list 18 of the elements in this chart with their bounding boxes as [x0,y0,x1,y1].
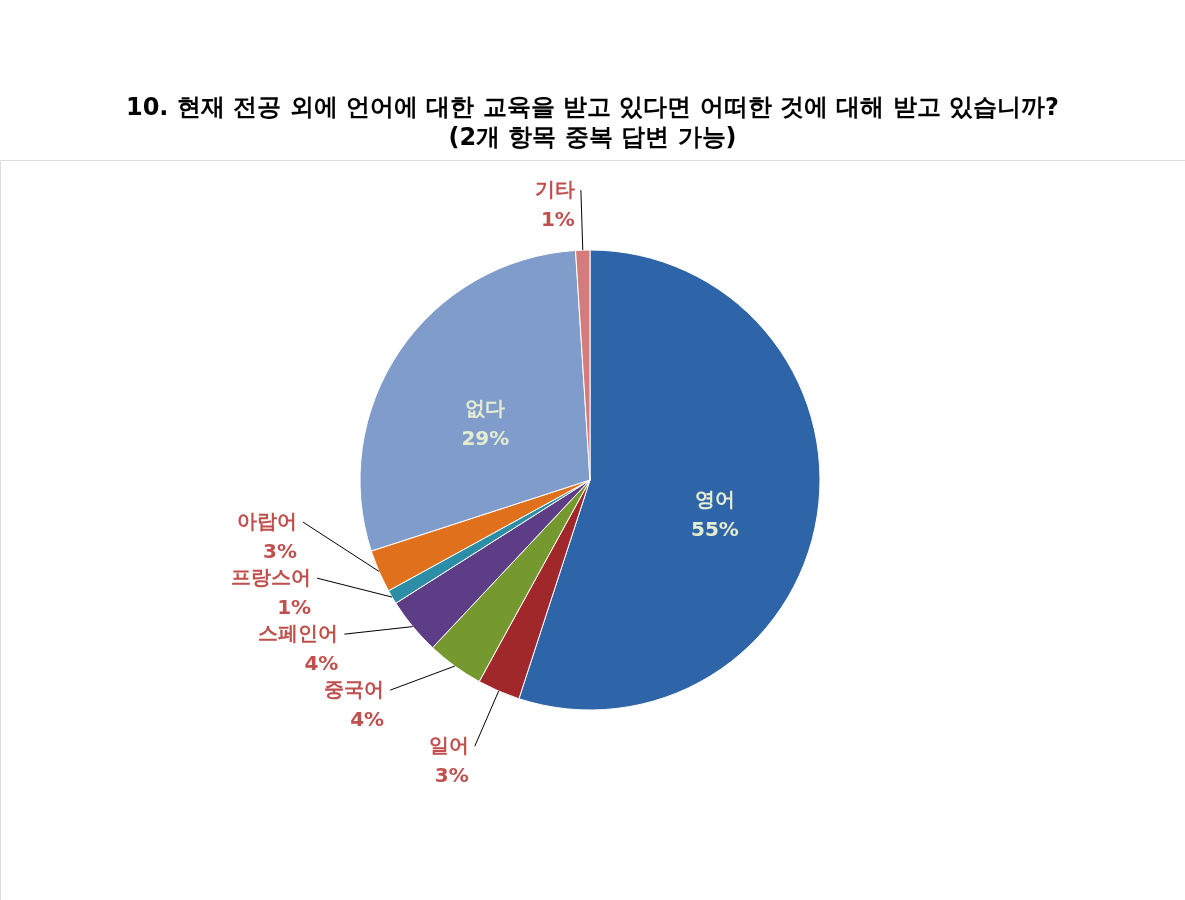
data-label: 55% [691,516,739,541]
data-label: 29% [461,425,510,450]
slice-label: 기타 [534,177,575,202]
data-label: 4% [304,651,339,676]
data-label: 3% [263,539,298,564]
data-label: 1% [277,595,312,620]
data-label: 1% [540,207,575,232]
slice-label: 프랑스어 [231,565,312,590]
chart-subtitle: (2개 항목 중복 답변 가능) [448,123,737,151]
slice-label: 중국어 [324,677,385,702]
data-label: 4% [350,707,385,732]
chart-title: 10. 현재 전공 외에 언어에 대한 교육을 받고 있다면 어떠한 것에 대해 받고 있습니까? [125,93,1060,121]
slice-label: 일어 [428,733,469,758]
slice-label: 없다 [465,395,506,420]
data-label: 3% [434,763,469,788]
slice-label: 스페인어 [258,621,339,646]
slice-label: 아랍어 [237,509,298,534]
slice-label: 영어 [694,486,735,511]
